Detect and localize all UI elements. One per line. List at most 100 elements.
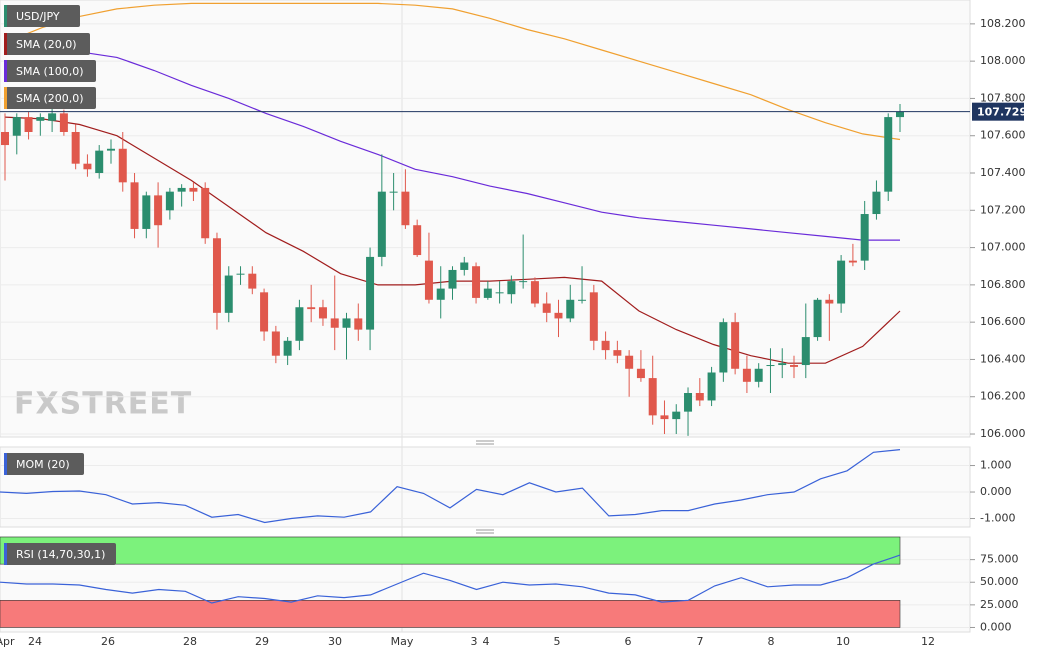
legend-swatch: [4, 33, 7, 55]
candle-body: [424, 260, 433, 300]
candle-body: [154, 195, 163, 226]
y-tick-label: 107.000: [980, 241, 1026, 254]
candle-body: [48, 113, 57, 121]
candle-body: [884, 117, 893, 192]
candle-body: [106, 148, 115, 151]
legend-tag: [4, 60, 96, 82]
candle-body: [413, 225, 422, 256]
candle-body: [295, 307, 304, 341]
y-tick-label: 75.000: [980, 553, 1019, 566]
candle-body: [766, 365, 775, 367]
candle-body: [778, 363, 787, 366]
candle-body: [695, 393, 704, 401]
candle-body: [896, 111, 904, 118]
candle-body: [71, 131, 80, 164]
candle-body: [448, 269, 457, 289]
legend-tag: [4, 87, 96, 109]
legend-tag: [4, 33, 90, 55]
oversold-band: [0, 600, 901, 628]
candle-body: [790, 365, 799, 367]
candle-body: [318, 307, 327, 319]
sma-line: [4, 2, 901, 141]
y-tick-label: 106.400: [980, 352, 1026, 365]
candle-body: [825, 299, 834, 304]
candle-body: [248, 273, 257, 289]
legend-swatch: [4, 453, 7, 475]
y-tick-label: 106.200: [980, 390, 1026, 403]
y-tick-label: 106.600: [980, 315, 1026, 328]
candle-body: [601, 340, 610, 351]
legend-label: SMA (200,0): [16, 92, 84, 105]
candle-body: [224, 275, 233, 313]
x-tick-label: 4: [483, 635, 490, 648]
x-tick-label: 6: [625, 635, 632, 648]
legend-swatch: [4, 543, 7, 565]
candle-body: [860, 214, 869, 261]
candle-body: [401, 191, 410, 226]
legend-tag: [4, 5, 80, 27]
legend-tag: [4, 453, 84, 475]
candle-body: [436, 288, 445, 300]
candle-body: [24, 117, 33, 132]
last-price-label: 107.729: [977, 106, 1027, 119]
candle-body: [483, 288, 492, 298]
candle-body: [848, 260, 857, 263]
candle-body: [212, 238, 221, 313]
y-tick-label: 107.400: [980, 166, 1026, 179]
legend-label: RSI (14,70,30,1): [16, 548, 105, 561]
candle-body: [625, 355, 634, 369]
legend-swatch: [4, 60, 7, 82]
sma-line: [4, 47, 900, 241]
y-tick-label: 107.200: [980, 203, 1026, 216]
x-tick-label: 29: [255, 635, 269, 648]
x-tick-label: Apr: [0, 635, 15, 648]
candle-body: [648, 378, 657, 416]
candle-body: [260, 292, 269, 332]
legend-label: SMA (20,0): [16, 38, 77, 51]
candle-body: [283, 340, 292, 356]
y-tick-label: 0.000: [980, 485, 1012, 498]
candle-body: [95, 150, 104, 174]
x-tick-label: May: [391, 635, 414, 648]
x-tick-label: 10: [836, 635, 850, 648]
candle-body: [707, 372, 716, 401]
y-tick-label: 108.200: [980, 17, 1026, 30]
x-tick-label: 8: [768, 635, 775, 648]
candle-body: [554, 312, 563, 319]
candle-body: [636, 368, 645, 379]
y-tick-label: -1.000: [980, 512, 1015, 525]
x-tick-label: 3: [471, 635, 478, 648]
indicator-line: [0, 449, 901, 524]
candle-body: [83, 163, 92, 170]
candle-body: [36, 117, 45, 121]
candle-body: [271, 331, 280, 356]
candle-body: [330, 318, 339, 328]
y-tick-label: 106.000: [980, 427, 1026, 440]
candle-body: [801, 337, 810, 366]
x-tick-label: 24: [28, 635, 42, 648]
candle-body: [189, 187, 198, 192]
candle-body: [201, 187, 210, 239]
candle-body: [165, 191, 174, 211]
y-tick-label: 50.000: [980, 575, 1019, 588]
candle-body: [118, 148, 127, 183]
candle-body: [613, 350, 622, 356]
panel-grip: [476, 440, 494, 534]
y-tick-label: 106.800: [980, 278, 1026, 291]
y-tick-label: 25.000: [980, 598, 1019, 611]
candle-body: [672, 411, 681, 420]
candle-body: [354, 318, 363, 330]
candle-body: [130, 182, 139, 229]
candle-body: [542, 303, 551, 313]
x-tick-label: 28: [183, 635, 197, 648]
candle-body: [236, 273, 245, 275]
y-tick-label: 108.000: [980, 54, 1026, 67]
legend-label: USD/JPY: [16, 10, 60, 23]
legend-label: MOM (20): [16, 458, 70, 471]
y-tick-label: 107.800: [980, 91, 1026, 104]
candle-body: [342, 318, 351, 328]
candle-body: [495, 292, 504, 294]
indicator-line: [0, 554, 901, 604]
candle-body: [813, 299, 822, 338]
